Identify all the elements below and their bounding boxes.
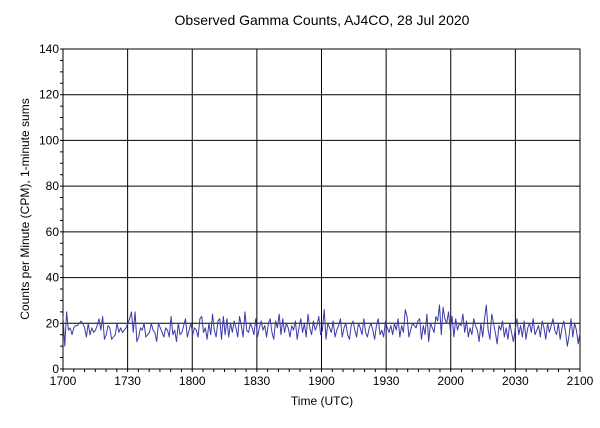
series-line-0: [62, 304, 581, 347]
y-tick-label: 80: [46, 179, 60, 193]
y-tick-label: 0: [52, 362, 59, 376]
x-tick-label: 2100: [567, 374, 594, 388]
y-axis-label: Counts per Minute (CPM), 1-minute sums: [18, 98, 32, 319]
y-tick-labels: 0 20 40 60 80 100 120 140: [39, 42, 59, 376]
x-tick-label: 1830: [244, 374, 271, 388]
y-tick-label: 20: [46, 316, 60, 330]
x-axis-label: Time (UTC): [291, 394, 353, 408]
x-tick-label: 2030: [502, 374, 529, 388]
x-tick-label: 1700: [50, 374, 77, 388]
y-tick-label: 40: [46, 271, 60, 285]
plot-frame: [62, 48, 581, 370]
x-tick-label: 2000: [437, 374, 464, 388]
y-tick-label: 120: [39, 88, 59, 102]
x-tick-labels: 1700 1730 1800 1830 1900 1930 2000 2030 2100: [50, 374, 594, 388]
chart-title: Observed Gamma Counts, AJ4CO, 28 Jul 202…: [175, 12, 470, 28]
x-tick-label: 1800: [179, 374, 206, 388]
y-tick-label: 60: [46, 225, 60, 239]
x-tick-label: 1730: [114, 374, 141, 388]
y-tick-label: 100: [39, 133, 59, 147]
y-tick-label: 140: [39, 42, 59, 56]
series-group: [62, 304, 581, 347]
x-tick-label: 1930: [373, 374, 400, 388]
x-tick-label: 1900: [308, 374, 335, 388]
